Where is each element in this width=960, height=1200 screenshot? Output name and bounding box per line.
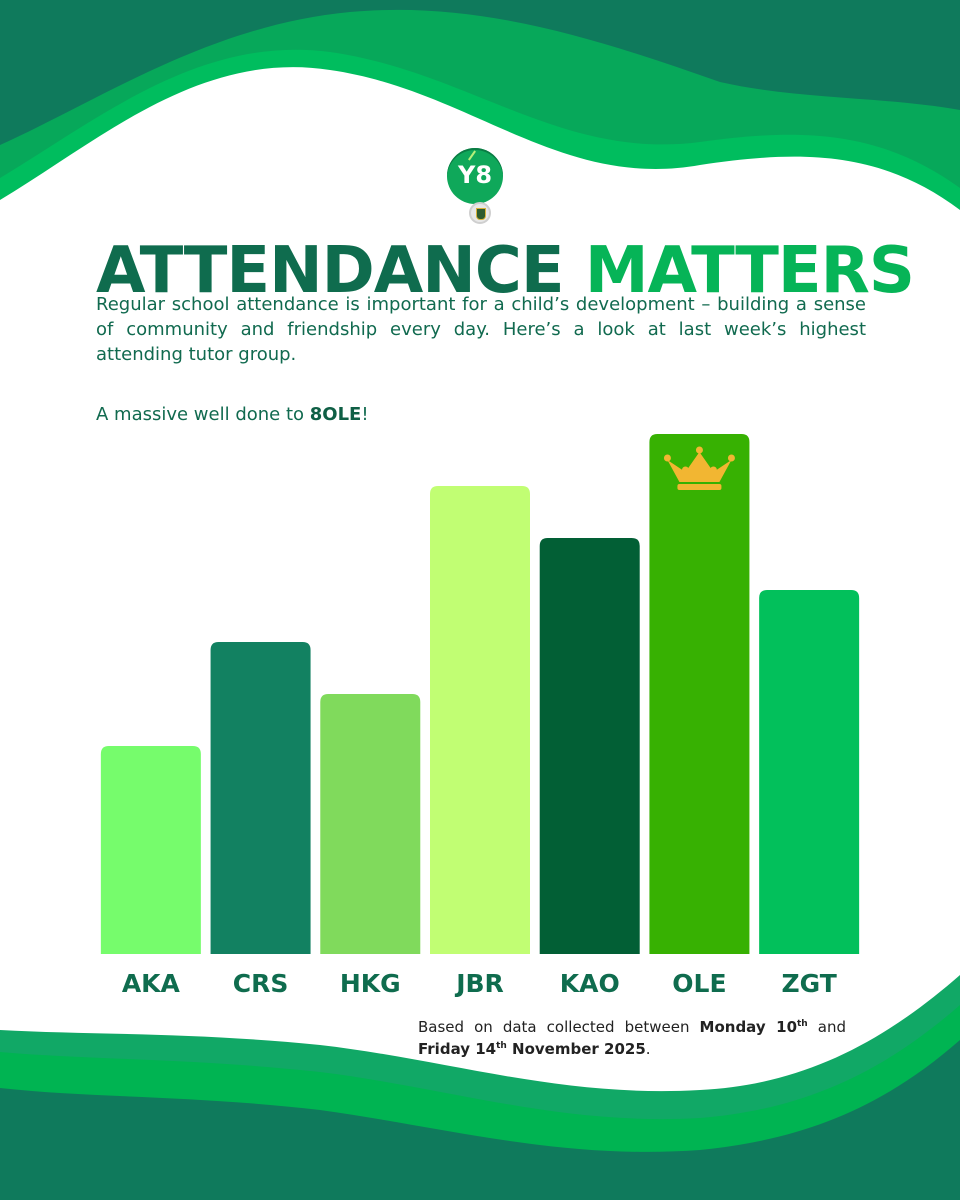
page-title: ATTENDANCE MATTERS (96, 234, 915, 308)
bar-zgt (759, 590, 860, 954)
footnote-sup-1: th (797, 1019, 808, 1029)
tick-label-kao: KAO (560, 969, 620, 998)
footnote-day-1: Monday 10th (700, 1018, 808, 1036)
intro-text: Regular school attendance is important f… (96, 294, 866, 365)
footnote-day-2-text: Friday 14 (418, 1040, 497, 1058)
bar-ole (649, 434, 750, 954)
school-crest-icon (469, 202, 491, 224)
footnote-end: . (645, 1040, 651, 1058)
title-accent: MATTERS (584, 234, 915, 308)
well-done-prefix: A massive well done to (96, 404, 310, 425)
bar-aka (100, 746, 201, 954)
badge-label: Y8 (457, 161, 493, 189)
well-done-line: A massive well done to 8OLE! (96, 403, 369, 427)
well-done-suffix: ! (361, 404, 369, 425)
bar-hkg (320, 694, 421, 954)
tick-label-ole: OLE (672, 969, 726, 998)
footnote-day-1-text: Monday 10 (699, 1018, 797, 1036)
tick-label-crs: CRS (233, 969, 289, 998)
bar-jbr (430, 486, 530, 954)
footnote-day-2: Friday 14th November 2025 (418, 1040, 646, 1058)
tick-label-hkg: HKG (340, 969, 401, 998)
footnote-sup-2: th (496, 1041, 507, 1051)
winning-group: 8OLE (309, 404, 362, 425)
footnote-text-1: Based on data collected between (418, 1018, 700, 1036)
bar-crs (210, 642, 311, 954)
tick-label-aka: AKA (122, 969, 181, 998)
tick-label-jbr: JBR (454, 969, 504, 998)
bar-kao (539, 538, 640, 954)
year-8-badge: Y8 (447, 148, 503, 204)
title-main: ATTENDANCE (96, 234, 565, 308)
footnote-month: November 2025 (506, 1040, 646, 1058)
crest-shield (476, 208, 486, 220)
data-source-note: Based on data collected between Monday 1… (418, 1016, 846, 1060)
crown-icon (663, 446, 735, 490)
footnote-text-2: and (807, 1018, 846, 1036)
tick-label-zgt: ZGT (782, 969, 837, 998)
